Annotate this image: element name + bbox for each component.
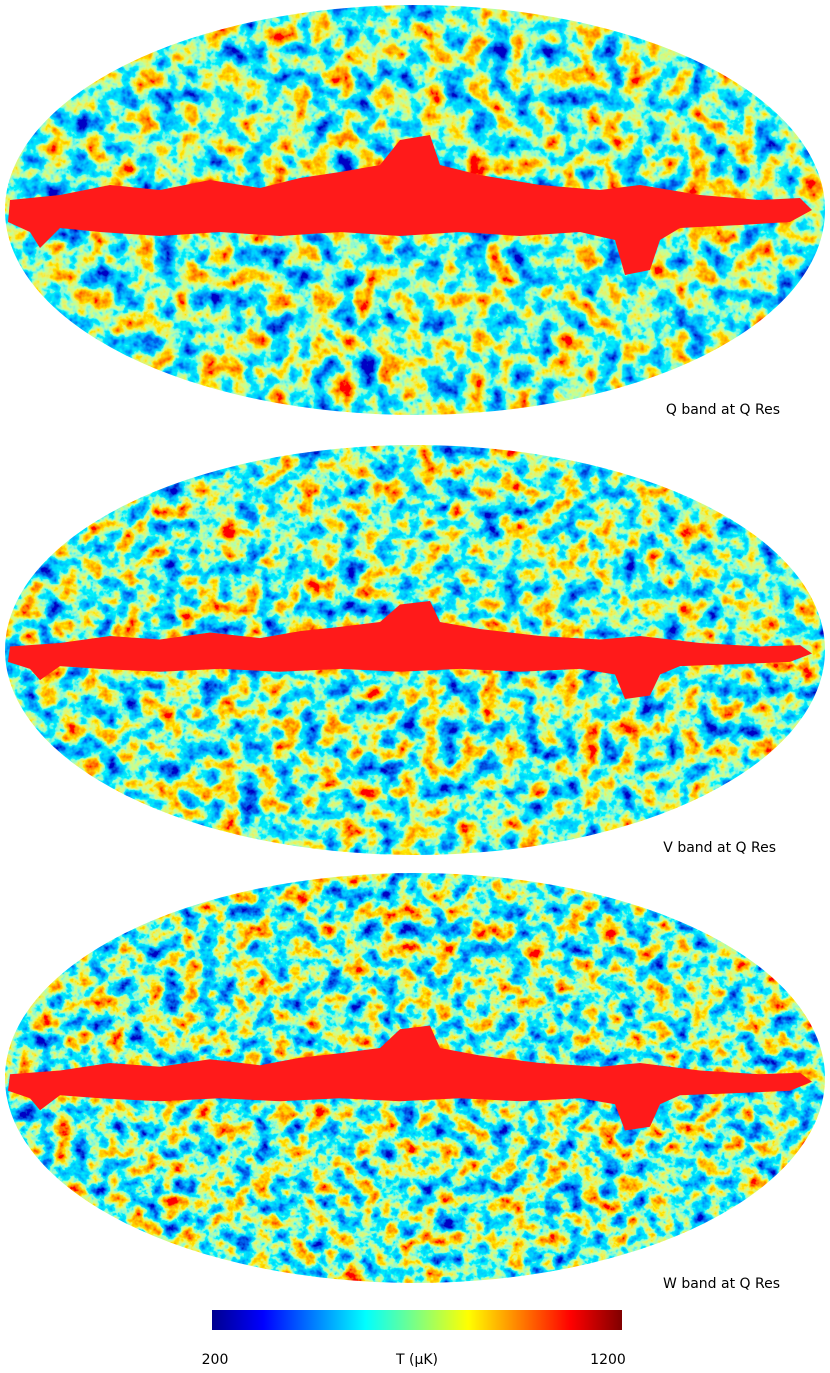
map-label: Q band at Q Res xyxy=(666,402,780,418)
colorbar-min-label: 200 xyxy=(202,1352,229,1368)
map-label: V band at Q Res xyxy=(663,840,776,856)
sky-map xyxy=(5,873,825,1283)
colorbar xyxy=(212,1310,622,1330)
sky-map xyxy=(5,5,825,415)
map-label: W band at Q Res xyxy=(663,1276,780,1292)
colorbar-axis-label: T (μK) xyxy=(395,1352,438,1368)
colorbar-max-label: 1200 xyxy=(590,1352,626,1368)
sky-map xyxy=(5,445,825,855)
